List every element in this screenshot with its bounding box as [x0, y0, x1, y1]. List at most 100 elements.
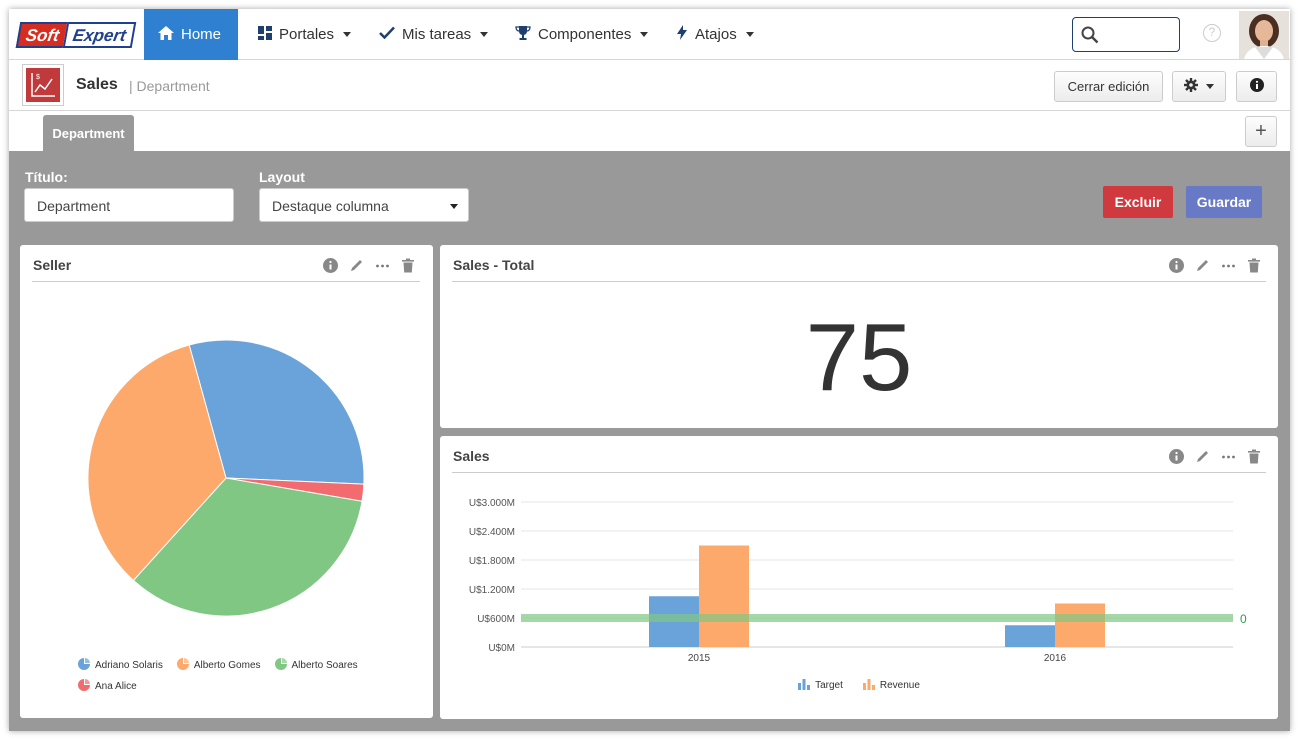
- dashboard-icon: [258, 25, 272, 44]
- user-avatar[interactable]: [1239, 11, 1289, 59]
- more-icon[interactable]: [374, 257, 390, 273]
- trash-icon[interactable]: [1246, 257, 1262, 273]
- close-edit-label: Cerrar edición: [1067, 79, 1150, 94]
- pie-slice-adriano-solaris[interactable]: [188, 339, 365, 485]
- layout-select[interactable]: Destaque columna: [259, 188, 469, 222]
- legend-item[interactable]: Alberto Gomes: [176, 658, 261, 673]
- pie-legend-icon: [274, 658, 287, 673]
- more-icon[interactable]: [1220, 448, 1236, 464]
- nav-home[interactable]: Home: [144, 9, 238, 60]
- search-icon: [1081, 26, 1099, 49]
- y-tick-label: U$2.400M: [469, 527, 515, 538]
- legend-item[interactable]: Revenue: [862, 678, 920, 693]
- layout-label: Layout: [259, 169, 305, 185]
- pie-legend-icon: [78, 658, 90, 673]
- bar-revenue-2016[interactable]: [1055, 603, 1105, 648]
- chevron-down-icon: [640, 32, 649, 37]
- page-title: Sales: [76, 76, 118, 93]
- seller-pie-chart: [87, 339, 365, 617]
- sales-panel-title: Sales: [453, 448, 490, 464]
- nav-portales-label: Portales: [279, 26, 335, 43]
- chevron-down-icon: [480, 32, 489, 37]
- sales-total-value: 75: [805, 304, 913, 411]
- info-icon: [1249, 78, 1264, 95]
- page-subtitle: | Department: [129, 78, 210, 94]
- y-tick-label: U$3.000M: [469, 498, 515, 509]
- page-header: $ Sales | Department Cerrar edición: [9, 60, 1290, 111]
- sales-bar-chart: U$0M U$600M U$1.200M U$1.800M U$2.400M U$3.00…: [469, 498, 1247, 664]
- legend-label: Alberto Soares: [291, 660, 358, 671]
- legend-item[interactable]: Alberto Soares: [274, 658, 358, 673]
- sales-app-icon: $: [22, 64, 64, 106]
- seller-panel: Seller Adriano Solaris Alberto Gomes Alb…: [20, 245, 433, 718]
- search-input[interactable]: [1072, 17, 1180, 52]
- bar-legend-icon: [798, 678, 811, 693]
- title-label: Título:: [25, 169, 68, 185]
- pencil-icon[interactable]: [348, 257, 364, 273]
- bar-target-2016[interactable]: [1005, 625, 1055, 647]
- nav-home-label: Home: [181, 26, 222, 43]
- y-tick-label: U$1.800M: [469, 556, 515, 567]
- chevron-down-icon: [450, 204, 458, 209]
- bar-revenue-2015[interactable]: [699, 545, 749, 648]
- bar-legend-icon: [862, 678, 875, 693]
- sales-legend: Target Revenue: [440, 678, 1278, 693]
- pencil-icon[interactable]: [1194, 448, 1210, 464]
- check-icon: [379, 26, 395, 43]
- pie-slice-alberto-gomes[interactable]: [87, 344, 227, 582]
- info-icon[interactable]: [322, 257, 338, 273]
- panel-divider: [452, 472, 1266, 473]
- help-icon[interactable]: ?: [1203, 24, 1221, 42]
- close-edit-button[interactable]: Cerrar edición: [1054, 71, 1163, 102]
- sales-panel: Sales U$0M U$600M U$1.200M U$1.800M U$2.400M…: [440, 436, 1278, 719]
- settings-button[interactable]: [1172, 71, 1226, 102]
- tab-bar: Department +: [9, 111, 1290, 151]
- trash-icon[interactable]: [400, 257, 416, 273]
- panel-divider: [452, 281, 1266, 282]
- save-button[interactable]: Guardar: [1186, 186, 1262, 218]
- pie-legend-icon: [176, 658, 189, 673]
- nav-componentes-label: Componentes: [538, 26, 632, 43]
- logo-part-soft: Soft: [15, 22, 68, 48]
- info-button[interactable]: [1236, 71, 1277, 102]
- pie-legend-icon: [78, 679, 90, 694]
- legend-label: Adriano Solaris: [95, 660, 163, 671]
- delete-button[interactable]: Excluir: [1103, 186, 1173, 218]
- legend-item[interactable]: Target: [798, 678, 843, 693]
- top-navbar: Soft Expert Home Portales Mis tareas: [9, 9, 1290, 60]
- nav-atajos[interactable]: Atajos: [662, 9, 768, 60]
- panel-divider: [32, 281, 420, 282]
- sales-total-panel: Sales - Total 75: [440, 245, 1278, 428]
- app-window: Soft Expert Home Portales Mis tareas: [9, 9, 1290, 731]
- trash-icon[interactable]: [1246, 448, 1262, 464]
- dashboard-editor: Título: Department Layout Destaque colum…: [9, 151, 1290, 731]
- pencil-icon[interactable]: [1194, 257, 1210, 273]
- legend-label: Ana Alice: [95, 681, 137, 692]
- chevron-down-icon: [1206, 84, 1214, 89]
- nav-mis-tareas[interactable]: Mis tareas: [365, 9, 502, 60]
- add-tab-button[interactable]: +: [1245, 116, 1277, 147]
- chevron-down-icon: [745, 32, 754, 37]
- nav-componentes[interactable]: Componentes: [501, 9, 662, 60]
- pie-slice-alberto-soares[interactable]: [132, 477, 363, 617]
- trophy-icon: [515, 25, 531, 44]
- info-icon[interactable]: [1168, 257, 1184, 273]
- bolt-icon: [676, 25, 688, 44]
- sales-total-panel-tools: [1168, 257, 1262, 273]
- tab-department[interactable]: Department: [43, 115, 134, 151]
- title-input[interactable]: Department: [24, 188, 234, 222]
- more-icon[interactable]: [1220, 257, 1236, 273]
- x-tick-label: 2016: [1044, 653, 1067, 664]
- nav-portales[interactable]: Portales: [244, 9, 365, 60]
- chevron-down-icon: [343, 32, 352, 37]
- legend-label: Target: [815, 680, 843, 691]
- sales-total-panel-title: Sales - Total: [453, 257, 535, 273]
- gear-icon: [1184, 78, 1198, 95]
- legend-label: Revenue: [879, 680, 920, 691]
- y-tick-label: U$0M: [488, 643, 515, 654]
- info-icon[interactable]: [1168, 448, 1184, 464]
- softexpert-logo[interactable]: Soft Expert: [15, 22, 137, 48]
- nav-atajos-label: Atajos: [695, 26, 737, 43]
- legend-item[interactable]: Adriano Solaris: [78, 658, 163, 673]
- legend-item[interactable]: Ana Alice: [78, 679, 137, 694]
